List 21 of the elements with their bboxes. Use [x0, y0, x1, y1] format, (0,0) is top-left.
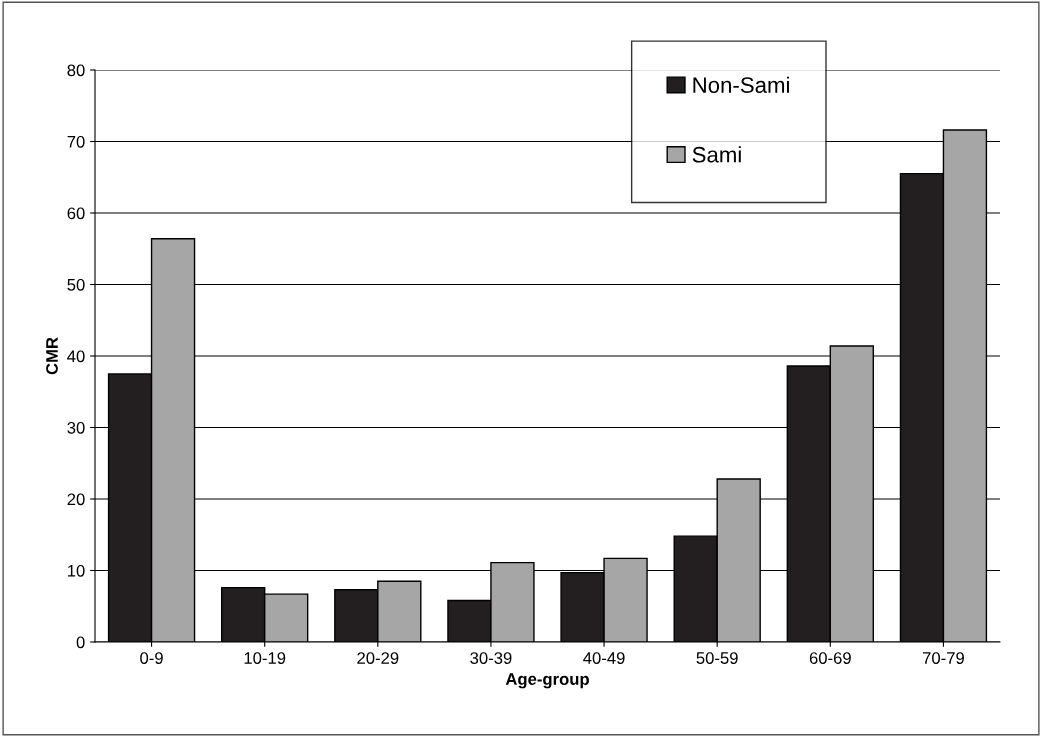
y-tick-label: 70	[67, 135, 85, 148]
y-tick-label: 80	[67, 64, 85, 77]
x-tick-label: 10-19	[244, 652, 286, 664]
x-tick-label: 40-49	[583, 652, 625, 664]
legend-label: Sami	[692, 146, 741, 163]
x-axis-title: Age-group	[505, 673, 589, 689]
y-tick-label: 0	[76, 636, 85, 649]
y-tick-label: 20	[67, 493, 85, 506]
y-tick-label: 50	[67, 278, 85, 291]
x-tick-label: 50-59	[696, 652, 738, 664]
y-tick-label: 10	[68, 564, 85, 577]
x-tick-label: 0-9	[140, 652, 163, 664]
y-tick-label: 60	[67, 207, 85, 220]
x-tick-label: 70-79	[922, 652, 964, 664]
x-tick-label: 30-39	[470, 652, 512, 664]
y-axis-title: CMR	[46, 337, 58, 375]
x-tick-label: 20-29	[357, 652, 399, 664]
legend-label: Non-Sami	[693, 76, 789, 93]
x-tick-label: 60-69	[809, 652, 851, 664]
y-tick-label: 40	[67, 350, 85, 363]
y-tick-label: 30	[67, 421, 85, 434]
